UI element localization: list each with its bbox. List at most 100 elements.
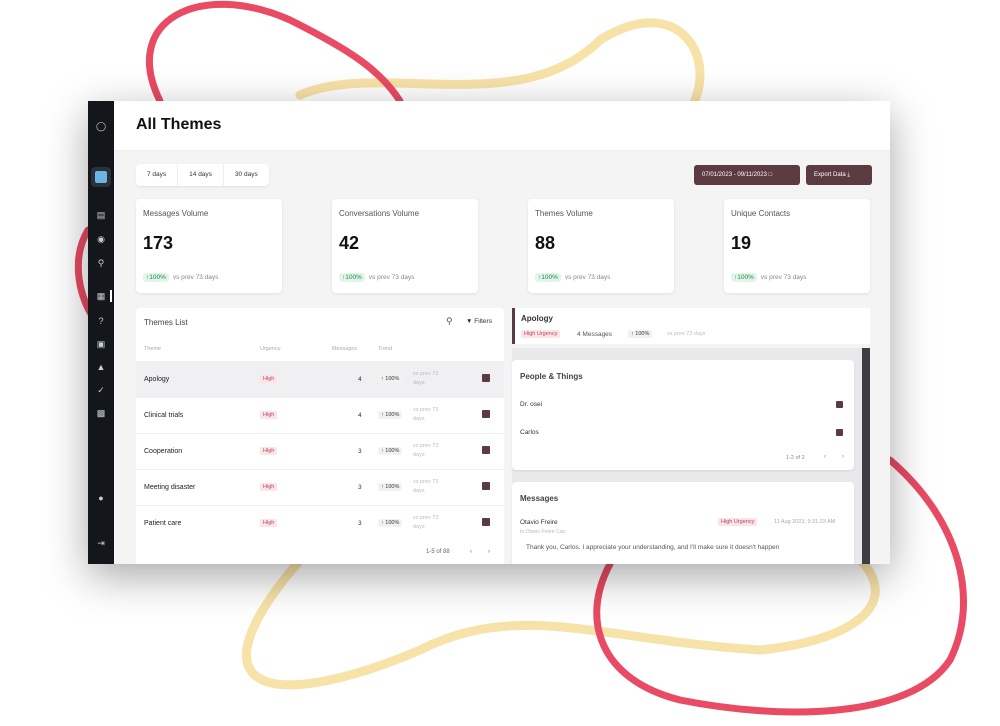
trend-badge: ↑ 100% xyxy=(378,375,403,383)
card-value: 42 xyxy=(339,233,360,253)
message-count: 3 xyxy=(358,484,362,491)
stat-card-messages: Messages Volume 173 ↑100% vs prev 73 days xyxy=(136,199,282,293)
export-data-button[interactable]: Export Data ⤓ xyxy=(806,165,872,185)
change-badge: ↑100% xyxy=(339,273,365,282)
shield-icon[interactable]: ◉ xyxy=(97,234,105,244)
range-14-days[interactable]: 14 days xyxy=(178,164,224,186)
theme-name: Clinical trials xyxy=(144,412,184,419)
active-nav-indicator xyxy=(110,290,112,302)
main-content: 7 days 14 days 30 days 07/01/2023 - 09/1… xyxy=(114,151,890,564)
trend-up-icon: ↑ xyxy=(381,376,386,382)
theme-detail-body: People & Things Dr. osei Carlos 1-2 of 2… xyxy=(512,348,870,564)
message-text: Thank you, Carlos. I appreciate your und… xyxy=(526,544,780,551)
table-row[interactable]: Cooperation High 3 ↑ 100% vs prev 73 day… xyxy=(136,433,504,469)
page-title: All Themes xyxy=(136,116,222,133)
message-count: 4 xyxy=(358,412,362,419)
compare-text: vs prev 73 days xyxy=(760,274,807,281)
urgency-badge: High xyxy=(260,447,278,455)
trend-up-icon: ↑ xyxy=(631,331,636,337)
message-count: 3 xyxy=(358,448,362,455)
column-header-urgency[interactable]: Urgency xyxy=(260,346,281,352)
card-footer: ↑100% vs prev 73 days xyxy=(143,273,218,282)
column-header-trend[interactable]: Trend xyxy=(378,346,393,352)
stat-card-conversations: Conversations Volume 42 ↑100% vs prev 73 … xyxy=(332,199,478,293)
urgency-badge: High xyxy=(260,519,278,527)
trend-compare: vs prev 73 days xyxy=(413,515,439,530)
chat-icon[interactable] xyxy=(482,374,490,382)
person-item[interactable]: Dr. osei xyxy=(520,401,543,408)
search-icon[interactable]: ⚲ xyxy=(446,316,453,326)
chat-icon[interactable] xyxy=(482,446,490,454)
range-30-days[interactable]: 30 days xyxy=(234,171,258,178)
people-things-title: People & Things xyxy=(520,372,583,381)
contacts-icon[interactable]: ▣ xyxy=(96,339,106,349)
change-value: 100% xyxy=(345,274,362,281)
theme-detail-panel: Apology High Urgency 4 Messages ↑ 100% v… xyxy=(512,308,870,564)
compare-text: vs prev 73 days xyxy=(172,274,219,281)
card-footer: ↑100% vs prev 73 days xyxy=(339,273,414,282)
detail-scrollbar[interactable] xyxy=(862,348,870,564)
trend-badge: ↑ 100% xyxy=(378,483,403,491)
logo-icon[interactable]: ◯ xyxy=(95,121,107,131)
chart-icon[interactable]: ▤ xyxy=(96,210,106,220)
theme-detail-header: Apology High Urgency 4 Messages ↑ 100% v… xyxy=(512,308,870,344)
date-range-picker[interactable]: 07/01/2023 - 09/11/2023 □ xyxy=(694,165,800,185)
trend-up-icon: ↑ xyxy=(734,274,738,281)
card-value: 173 xyxy=(143,233,174,253)
search-icon[interactable]: ⚲ xyxy=(97,258,105,268)
people-pagination: 1-2 of 2 xyxy=(786,455,805,461)
next-page-icon[interactable]: › xyxy=(842,453,845,460)
message-recipient: to Otavio Freire Cap. xyxy=(520,529,567,535)
change-badge: ↑100% xyxy=(535,273,561,282)
download-icon: ⤓ xyxy=(847,172,851,178)
compare-text: vs prev 73 days xyxy=(368,274,415,281)
table-row[interactable]: Clinical trials High 4 ↑ 100% vs prev 73… xyxy=(136,397,504,433)
chat-icon[interactable] xyxy=(836,429,843,436)
check-icon[interactable]: ✓ xyxy=(97,385,105,395)
trend-compare: vs prev 73 days xyxy=(413,443,439,458)
chat-icon[interactable] xyxy=(836,401,843,408)
range-7-days[interactable]: 7 days xyxy=(136,164,179,186)
table-row[interactable]: Apology High 4 ↑ 100% vs prev 73 days xyxy=(136,361,504,397)
table-row[interactable]: Meeting disaster High 3 ↑ 100% vs prev 7… xyxy=(136,469,504,505)
trend-value: 100% xyxy=(385,520,400,526)
export-label: Export Data xyxy=(814,172,846,178)
trend-badge: ↑ 100% xyxy=(378,411,403,419)
trend-compare: vs prev 73 days xyxy=(413,407,439,422)
filters-button[interactable]: ▼ Filters xyxy=(466,318,492,325)
card-value: 88 xyxy=(535,233,556,253)
document-icon[interactable]: ▩ xyxy=(96,408,106,418)
change-value: 100% xyxy=(737,274,754,281)
messages-card: Messages Otavio Freire to Otavio Freire … xyxy=(512,482,854,564)
chat-icon[interactable] xyxy=(482,410,490,418)
next-page-icon[interactable]: › xyxy=(488,549,490,555)
alert-icon[interactable]: ▲ xyxy=(96,362,106,372)
person-item[interactable]: Carlos xyxy=(520,429,539,436)
team-icon[interactable]: ● xyxy=(98,493,104,503)
table-row[interactable]: Patient care High 3 ↑ 100% vs prev 73 da… xyxy=(136,505,504,541)
prev-page-icon[interactable]: ‹ xyxy=(824,453,827,460)
compare-text: vs prev 73 days xyxy=(564,274,611,281)
chat-icon[interactable] xyxy=(482,482,490,490)
help-icon[interactable]: ? xyxy=(98,316,104,326)
trend-value: 100% xyxy=(385,412,400,418)
themes-icon[interactable]: ▦ xyxy=(96,291,106,301)
column-header-theme[interactable]: Theme xyxy=(144,346,162,352)
column-header-messages[interactable]: Messages xyxy=(332,346,358,352)
chat-icon[interactable] xyxy=(482,518,490,526)
stat-card-themes: Themes Volume 88 ↑100% vs prev 73 days xyxy=(528,199,674,293)
trend-up-icon: ↑ xyxy=(381,484,386,490)
trend-compare: vs prev 73 days xyxy=(413,371,439,386)
message-author: Otavio Freire xyxy=(520,519,558,526)
dashboard-icon[interactable] xyxy=(91,167,111,187)
trend-value: 100% xyxy=(635,331,650,337)
trend-badge: ↑ 100% xyxy=(628,330,653,338)
prev-page-icon[interactable]: ‹ xyxy=(470,549,472,555)
card-title: Conversations Volume xyxy=(339,209,420,218)
change-badge: ↑100% xyxy=(143,273,169,282)
change-value: 100% xyxy=(149,274,166,281)
logout-icon[interactable]: ⇥ xyxy=(97,538,105,548)
message-count: 3 xyxy=(358,520,362,527)
trend-value: 100% xyxy=(385,448,400,454)
trend-value: 100% xyxy=(385,376,400,382)
